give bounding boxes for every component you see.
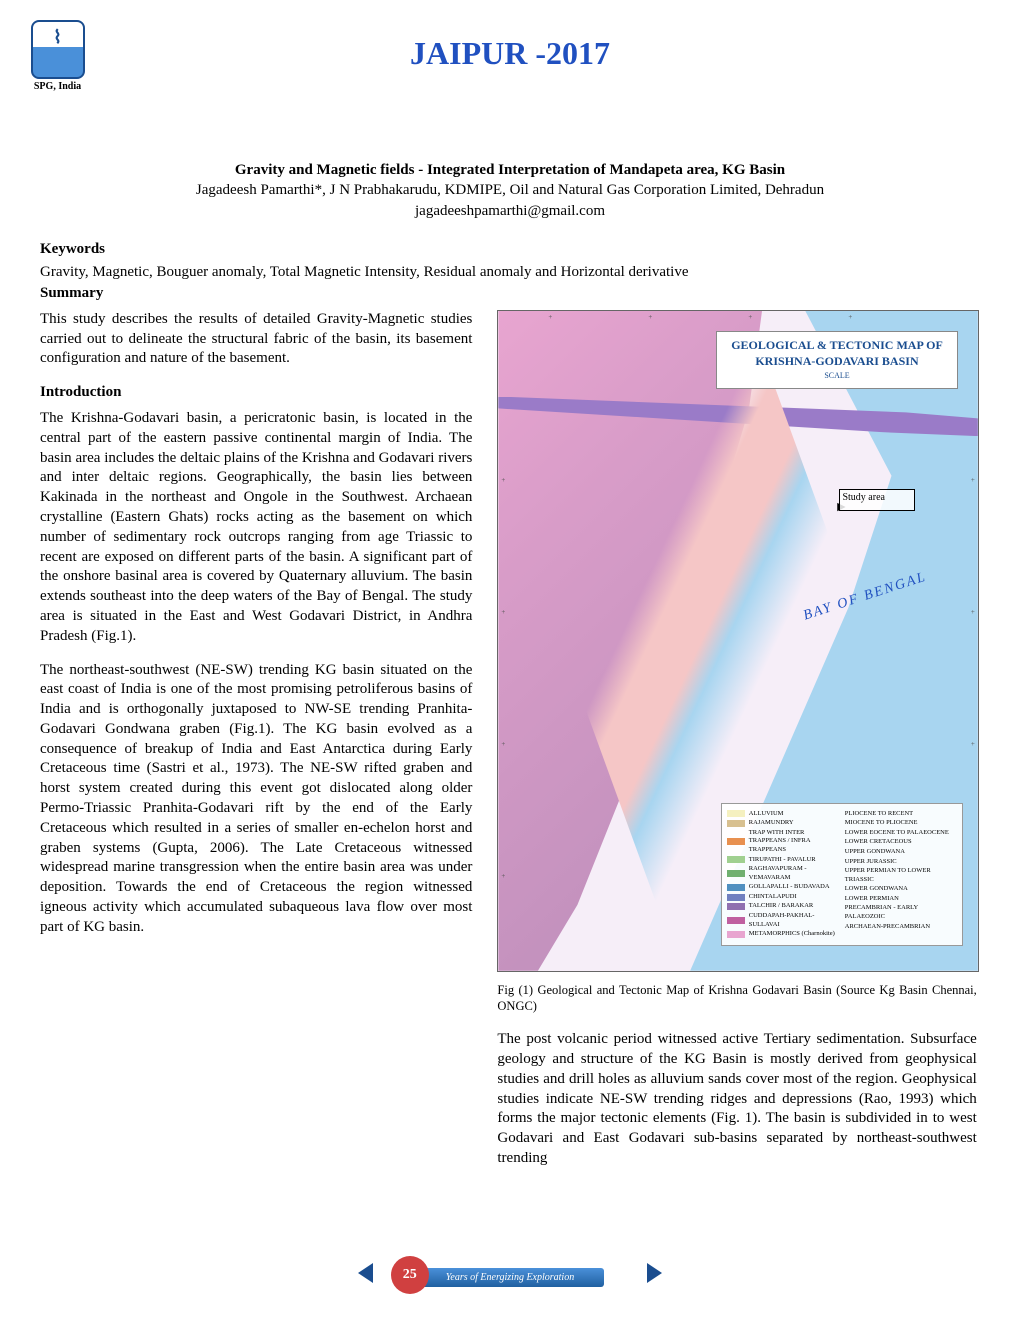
legend-label: TRAP WITH INTER TRAPPEANS / INFRA TRAPPE… <box>749 829 839 855</box>
study-area-box: Study area <box>839 489 915 511</box>
legend-row: UPPER JURASSIC <box>845 858 957 867</box>
legend-row: CHINTALAPUDI <box>727 893 839 902</box>
legend-label: RAGHAVAPURAM - VEMAVARAM <box>749 865 839 882</box>
map-title-box: GEOLOGICAL & TECTONIC MAP OF KRISHNA-GOD… <box>716 331 958 389</box>
legend-label: RAJAMUNDRY <box>749 819 794 828</box>
header: ⌇ SPG, India JAIPUR -2017 <box>40 20 980 110</box>
ribbon-tail-right-icon <box>647 1263 662 1283</box>
legend-row: ARCHAEAN-PRECAMBRIAN <box>845 923 957 932</box>
legend-row: UPPER PERMIAN TO LOWER TRIASSIC <box>845 867 957 884</box>
legend-label: LOWER PERMIAN <box>845 895 899 904</box>
intro-para-2: The northeast-southwest (NE-SW) trending… <box>40 661 472 938</box>
legend-row: TALCHIR / BARAKAR <box>727 902 839 911</box>
legend-label: GOLLAPALLI - BUDAVADA <box>749 883 830 892</box>
spg-logo: ⌇ SPG, India <box>25 20 90 92</box>
legend-label: UPPER JURASSIC <box>845 858 897 867</box>
author-email: jagadeeshpamarthi@gmail.com <box>40 201 980 221</box>
legend-row: GOLLAPALLI - BUDAVADA <box>727 883 839 892</box>
logo-label: SPG, India <box>25 81 90 92</box>
legend-row: ALLUVIUM <box>727 810 839 819</box>
summary-heading: Summary <box>40 285 980 302</box>
conference-title: JAIPUR -2017 <box>40 20 980 72</box>
right-column: BAY OF BENGAL ► Study area + + + + + + +… <box>497 310 976 1183</box>
legend-label: METAMORPHICS (Charnokite) <box>749 930 835 939</box>
ribbon-tail-left-icon <box>358 1263 373 1283</box>
legend-swatch <box>727 894 745 901</box>
legend-label: ARCHAEAN-PRECAMBRIAN <box>845 923 930 932</box>
legend-label: LOWER CRETACEOUS <box>845 838 912 847</box>
title-block: Gravity and Magnetic fields - Integrated… <box>40 160 980 221</box>
logo-icon: ⌇ <box>31 20 85 79</box>
introduction-heading: Introduction <box>40 383 472 403</box>
legend-row: PRECAMBRIAN - EARLY PALAEOZOIC <box>845 904 957 921</box>
keywords-heading: Keywords <box>40 241 980 258</box>
map-scale-label: SCALE <box>731 371 943 382</box>
legend-label: UPPER PERMIAN TO LOWER TRIASSIC <box>845 867 957 884</box>
ribbon-center: 25 Years of Energizing Exploration <box>416 1268 604 1287</box>
legend-row: CUDDAPAH-PAKHAL-SULLAVAI <box>727 912 839 929</box>
figure-1-map: BAY OF BENGAL ► Study area + + + + + + +… <box>497 310 978 972</box>
legend-label: LOWER EOCENE TO PALAEOCENE <box>845 829 949 838</box>
legend-swatch <box>727 917 745 924</box>
legend-row: METAMORPHICS (Charnokite) <box>727 930 839 939</box>
legend-row: LOWER EOCENE TO PALAEOCENE <box>845 829 957 838</box>
footer-banner: 25 Years of Energizing Exploration <box>370 1255 650 1300</box>
legend-swatch <box>727 870 745 877</box>
legend-swatch <box>727 931 745 938</box>
map-legend: ALLUVIUMRAJAMUNDRYTRAP WITH INTER TRAPPE… <box>721 803 963 946</box>
legend-swatch <box>727 820 745 827</box>
summary-text: This study describes the results of deta… <box>40 310 472 369</box>
footer-tagline: Years of Energizing Exploration <box>446 1272 574 1283</box>
right-para-1: The post volcanic period witnessed activ… <box>497 1030 976 1169</box>
legend-label: PLIOCENE TO RECENT <box>845 810 913 819</box>
map-title-line1: GEOLOGICAL & TECTONIC MAP OF <box>731 338 943 354</box>
legend-swatch <box>727 856 745 863</box>
legend-row: LOWER PERMIAN <box>845 895 957 904</box>
legend-label: UPPER GONDWANA <box>845 848 905 857</box>
legend-row: TIRUPATHI - PAVALUR <box>727 856 839 865</box>
legend-label: ALLUVIUM <box>749 810 784 819</box>
legend-row: UPPER GONDWANA <box>845 848 957 857</box>
two-column-layout: This study describes the results of deta… <box>40 310 980 1183</box>
legend-row: MIOCENE TO PLIOCENE <box>845 819 957 828</box>
legend-row: PLIOCENE TO RECENT <box>845 810 957 819</box>
paper-title: Gravity and Magnetic fields - Integrated… <box>40 160 980 180</box>
legend-swatch <box>727 810 745 817</box>
legend-label: PRECAMBRIAN - EARLY PALAEOZOIC <box>845 904 957 921</box>
legend-label: CUDDAPAH-PAKHAL-SULLAVAI <box>749 912 839 929</box>
intro-para-1: The Krishna-Godavari basin, a pericraton… <box>40 409 472 647</box>
legend-label: MIOCENE TO PLIOCENE <box>845 819 918 828</box>
authors-line: Jagadeesh Pamarthi*, J N Prabhakarudu, K… <box>40 180 980 200</box>
legend-label: CHINTALAPUDI <box>749 893 797 902</box>
figure-1-caption: Fig (1) Geological and Tectonic Map of K… <box>497 982 976 1015</box>
legend-label: LOWER GONDWANA <box>845 885 908 894</box>
ribbon: 25 Years of Energizing Exploration <box>370 1255 650 1300</box>
keywords-text: Gravity, Magnetic, Bouguer anomaly, Tota… <box>40 264 980 281</box>
legend-row: TRAP WITH INTER TRAPPEANS / INFRA TRAPPE… <box>727 829 839 855</box>
legend-swatch <box>727 884 745 891</box>
left-column: This study describes the results of deta… <box>40 310 472 1183</box>
legend-row: RAGHAVAPURAM - VEMAVARAM <box>727 865 839 882</box>
legend-row: LOWER CRETACEOUS <box>845 838 957 847</box>
legend-label: TIRUPATHI - PAVALUR <box>749 856 816 865</box>
legend-row: RAJAMUNDRY <box>727 819 839 828</box>
legend-swatch <box>727 903 745 910</box>
map-title-line2: KRISHNA-GODAVARI BASIN <box>731 354 943 370</box>
anniversary-number: 25 <box>391 1256 429 1294</box>
legend-label: TALCHIR / BARAKAR <box>749 902 813 911</box>
legend-row: LOWER GONDWANA <box>845 885 957 894</box>
legend-swatch <box>727 838 745 845</box>
